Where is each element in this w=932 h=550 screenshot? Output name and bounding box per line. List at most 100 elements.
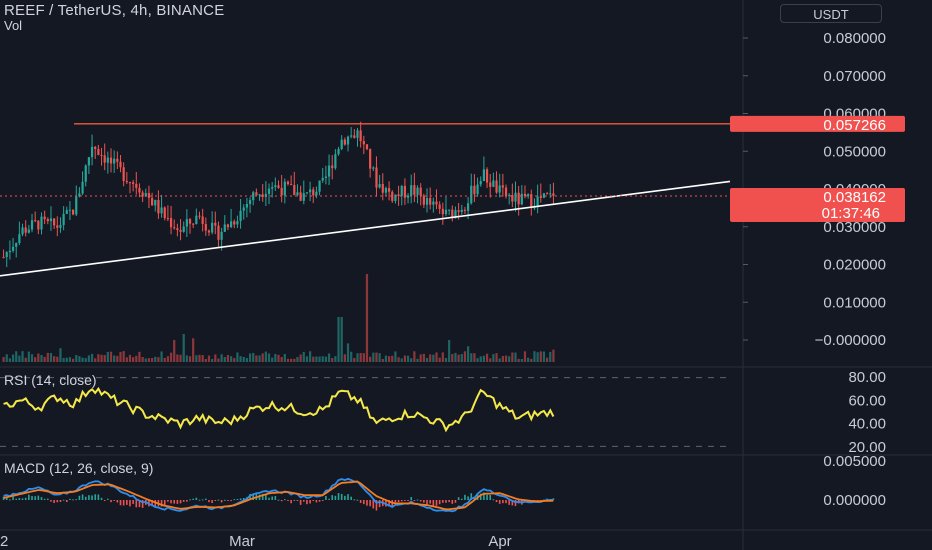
candle-body [552,193,555,196]
macd-histogram-bar [34,496,36,500]
macd-histogram-bar [72,499,74,501]
volume-bar [274,353,277,362]
volume-bar [511,352,514,362]
volume-bar [283,353,286,362]
volume-bar [545,357,549,362]
candle-body [201,216,204,224]
candle-body [204,223,207,231]
macd-histogram-bar [88,495,90,500]
macd-histogram-bar [306,500,308,505]
volume-bar [530,358,533,362]
macd-histogram-bar [62,499,65,501]
volume-bar [236,352,239,362]
volume-bar [375,352,378,362]
candle-body [37,220,40,230]
candle-body [470,185,473,204]
macd-histogram-bar [249,493,251,500]
volume-bar [369,356,372,362]
volume-bar [293,358,296,362]
volume-bar [489,358,492,362]
volume-bar [346,343,350,362]
candle-body [504,187,508,196]
candle-body [223,224,226,232]
volume-bar [387,356,391,362]
volume-bar [245,358,249,362]
candle-body [463,209,467,211]
volume-bar [141,356,144,362]
volume-bar [138,351,141,362]
macd-histogram-bar [328,498,330,500]
volume-bar [356,353,359,362]
macd-histogram-bar [404,500,406,501]
candle-body [109,157,113,164]
macd-histogram-bar [498,500,501,504]
macd-histogram-bar [410,497,413,500]
volume-bar [413,351,416,362]
volume-bar [97,354,100,362]
macd-histogram-bar [192,498,194,500]
volume-bar [495,353,498,362]
macd-histogram-bar [132,500,134,504]
volume-bar [75,355,78,362]
volume-bar [71,358,75,362]
candle-body [391,191,394,201]
volume-bar [100,354,103,362]
macd-histogram-bar [372,500,375,509]
candle-body [113,158,116,164]
candle-body [65,210,68,214]
macd-histogram-bar [432,500,435,506]
volume-bar [116,355,119,362]
volume-bar [473,353,476,362]
candle-body [533,207,536,209]
candle-body [384,188,388,193]
candle-body [75,196,78,215]
currency-button[interactable]: USDT [780,4,882,23]
volume-bar [135,355,138,362]
price-tick-label: 0.050000 [823,143,886,160]
volume-bar [68,357,72,362]
candle-body [176,228,179,230]
candle-body [242,207,245,211]
candle-body [11,246,15,251]
volume-bar [533,351,536,362]
macd-histogram-bar [318,500,321,502]
candle-body [226,224,230,228]
macd-histogram-bar [483,492,485,500]
macd-histogram-bar [309,500,311,504]
macd-histogram-bar [505,500,507,504]
candle-body [261,194,264,197]
candle-body [321,177,324,181]
volume-bar [498,358,501,362]
candle-body [331,165,334,169]
candle-body [258,194,261,196]
volume-bar [400,358,403,362]
last-price-label: 0.038162 [823,189,886,206]
candle-body [324,176,328,178]
macd-histogram-bar [59,500,62,502]
candle-body [2,256,5,258]
macd-histogram-bar [236,498,239,500]
candle-body [441,208,444,215]
macd-histogram-bar [344,495,346,500]
volume-bar [441,352,444,362]
macd-histogram-bar [438,500,441,505]
candle-body [43,216,46,220]
volume-bar [233,358,236,362]
candle-body [264,193,267,197]
macd-histogram-bar [258,494,261,500]
volume-bar [549,351,552,362]
price-tick-label: 0.010000 [823,294,886,311]
volume-bar [192,338,195,362]
macd-histogram-bar [5,496,8,500]
candle-body [530,194,533,208]
candle-body [100,154,103,156]
macd-histogram-bar [69,498,71,500]
candle-body [53,218,56,226]
candle-body [457,210,460,212]
volume-bar [176,354,179,362]
macd-histogram-bar [312,500,315,501]
candle-body [422,195,425,205]
volume-bar [425,357,429,362]
candle-body [318,180,321,192]
